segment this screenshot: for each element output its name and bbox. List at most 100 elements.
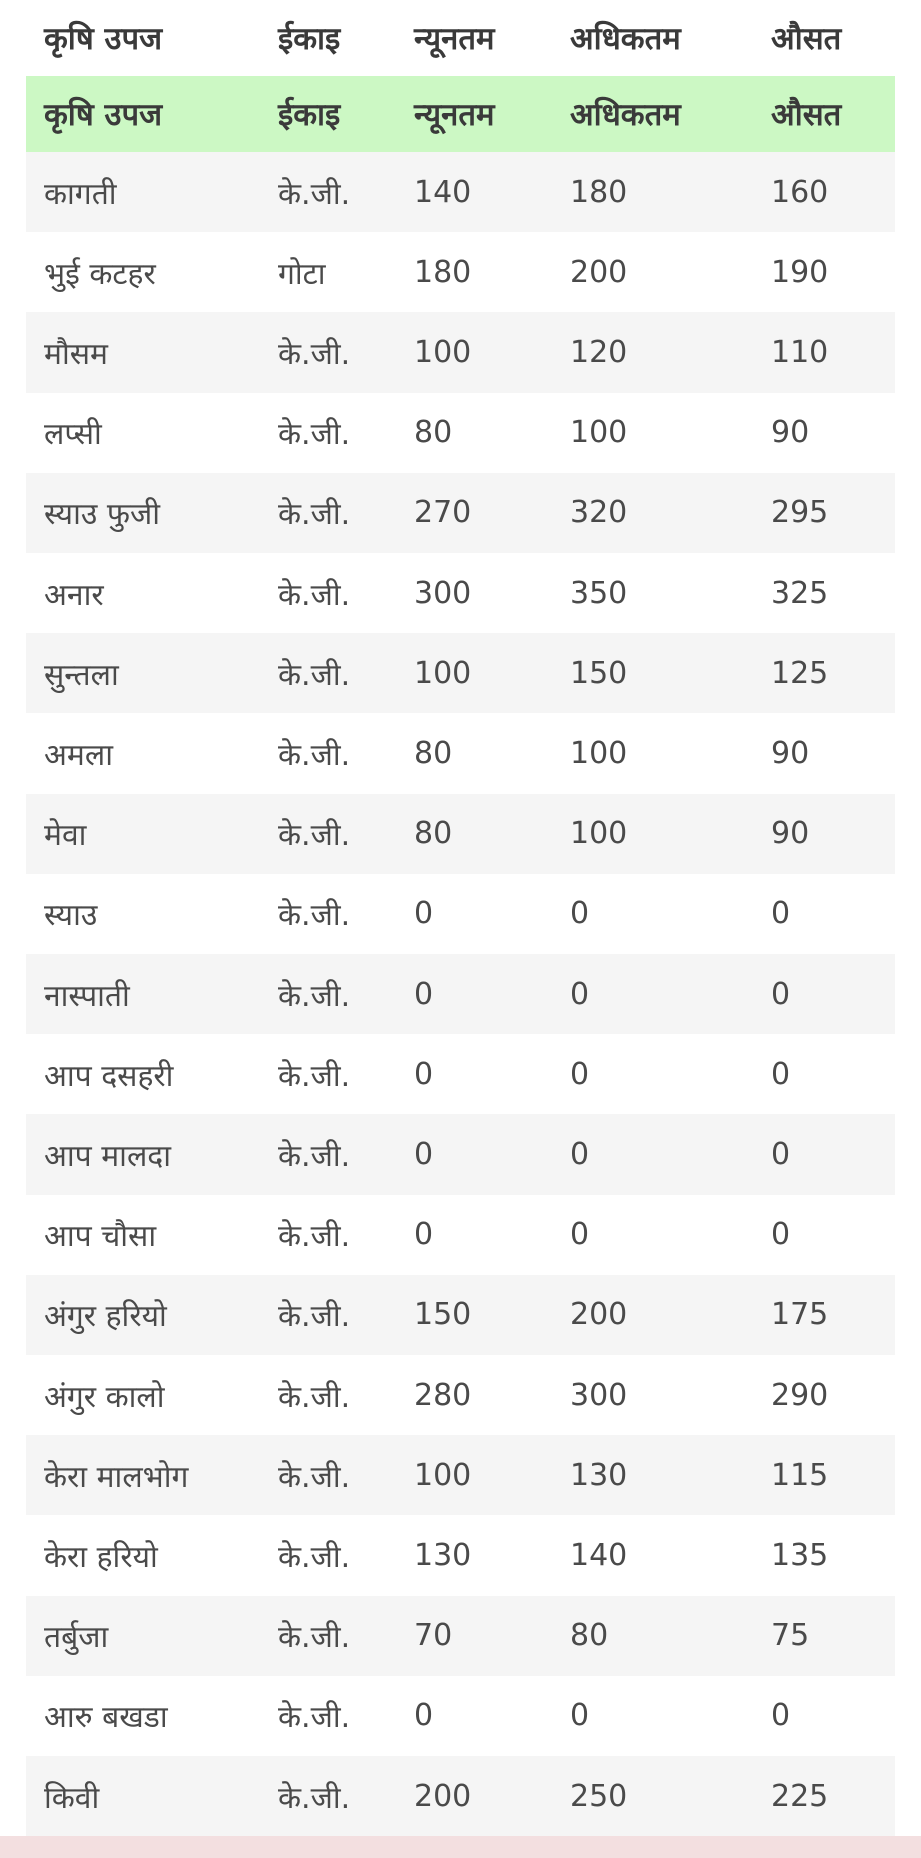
- table-row: स्याउ फुजी के.जी. 270 320 295: [26, 472, 895, 553]
- cell-min: 200: [414, 1778, 472, 1814]
- cell-produce: भुई कटहर: [44, 256, 156, 292]
- table-row: अंगुर कालो के.जी. 280 300 290: [26, 1355, 895, 1435]
- cell-avg: 110: [771, 334, 829, 370]
- cell-unit: के.जी.: [278, 417, 351, 453]
- table-row: अनार के.जी. 300 350 325: [26, 553, 895, 633]
- cell-unit: के.जी.: [278, 336, 351, 372]
- cell-avg: 125: [771, 655, 829, 691]
- cell-produce: अमला: [44, 737, 113, 773]
- cell-min: 280: [414, 1377, 472, 1413]
- table-row: आप दसहरी के.जी. 0 0 0: [26, 1034, 895, 1114]
- cell-avg: 90: [771, 415, 810, 451]
- cell-unit: के.जी.: [278, 898, 351, 934]
- table-row: भुई कटहर गोटा 180 200 190: [26, 232, 895, 312]
- cell-produce: आप मालदा: [44, 1138, 171, 1174]
- cell-produce: आप चौसा: [44, 1219, 157, 1255]
- table-row: मौसम के.जी. 100 120 110: [26, 312, 895, 393]
- cell-unit: के.जी.: [278, 1620, 351, 1656]
- sticky-table-header: कृषि उपज ईकाइ न्यूनतम अधिकतम औसत: [26, 0, 895, 76]
- cell-unit: के.जी.: [278, 1539, 351, 1575]
- cell-produce: अंगुर कालो: [44, 1379, 165, 1415]
- cell-unit: के.जी.: [278, 497, 351, 533]
- cell-min: 130: [414, 1537, 472, 1573]
- cell-min: 150: [414, 1297, 472, 1333]
- cell-unit: के.जी.: [278, 1459, 351, 1495]
- cell-avg: 290: [771, 1377, 829, 1413]
- cell-avg: 295: [771, 495, 829, 531]
- header-max: अधिकतम: [570, 97, 681, 133]
- cell-avg: 75: [771, 1618, 810, 1654]
- cell-max: 100: [570, 735, 628, 771]
- cell-min: 0: [414, 1698, 434, 1734]
- cell-unit: गोटा: [278, 256, 326, 292]
- cell-max: 300: [570, 1377, 628, 1413]
- bottom-bar: [0, 1836, 921, 1858]
- cell-max: 250: [570, 1778, 628, 1814]
- table-row: आप चौसा के.जी. 0 0 0: [26, 1195, 895, 1275]
- table-row: केरा मालभोग के.जी. 100 130 115: [26, 1435, 895, 1516]
- cell-min: 300: [414, 575, 472, 611]
- cell-avg: 225: [771, 1778, 829, 1814]
- table-row: केरा हरियो के.जी. 130 140 135: [26, 1515, 895, 1595]
- cell-produce: किवी: [44, 1780, 100, 1816]
- cell-unit: के.जी.: [278, 1700, 351, 1736]
- cell-min: 0: [414, 1217, 434, 1253]
- cell-max: 0: [570, 1056, 590, 1092]
- cell-max: 100: [570, 415, 628, 451]
- table-row: मेवा के.जी. 80 100 90: [26, 793, 895, 874]
- cell-max: 350: [570, 575, 628, 611]
- cell-avg: 325: [771, 575, 829, 611]
- cell-produce: आरु बखडा: [44, 1700, 168, 1736]
- cell-min: 0: [414, 1136, 434, 1172]
- cell-min: 0: [414, 1056, 434, 1092]
- cell-max: 100: [570, 816, 628, 852]
- cell-avg: 0: [771, 1698, 791, 1734]
- cell-min: 0: [414, 976, 434, 1012]
- cell-avg: 0: [771, 1136, 791, 1172]
- cell-min: 140: [414, 174, 472, 210]
- table-header: कृषि उपज ईकाइ न्यूनतम अधिकतम औसत: [26, 76, 895, 152]
- header-avg: औसत: [771, 21, 842, 57]
- cell-avg: 135: [771, 1537, 829, 1573]
- cell-max: 130: [570, 1457, 628, 1493]
- table-row: आरु बखडा के.जी. 0 0 0: [26, 1676, 895, 1756]
- table-row: तर्बुजा के.जी. 70 80 75: [26, 1595, 895, 1676]
- cell-avg: 175: [771, 1297, 829, 1333]
- cell-min: 100: [414, 334, 472, 370]
- cell-unit: के.जी.: [278, 1780, 351, 1816]
- cell-unit: के.जी.: [278, 1058, 351, 1094]
- table-row: अंगुर हरियो के.जी. 150 200 175: [26, 1274, 895, 1355]
- cell-produce: केरा मालभोग: [44, 1459, 189, 1495]
- header-produce: कृषि उपज: [44, 97, 163, 133]
- cell-produce: कागती: [44, 176, 117, 212]
- cell-avg: 90: [771, 735, 810, 771]
- cell-unit: के.जी.: [278, 818, 351, 854]
- table-row: आप मालदा के.जी. 0 0 0: [26, 1114, 895, 1195]
- table-row: सुन्तला के.जी. 100 150 125: [26, 633, 895, 714]
- cell-avg: 0: [771, 976, 791, 1012]
- cell-produce: स्याउ फुजी: [44, 497, 160, 533]
- cell-max: 150: [570, 655, 628, 691]
- header-unit: ईकाइ: [278, 21, 341, 57]
- cell-produce: अनार: [44, 577, 104, 613]
- cell-produce: तर्बुजा: [44, 1620, 109, 1656]
- cell-min: 80: [414, 735, 453, 771]
- cell-unit: के.जी.: [278, 978, 351, 1014]
- cell-unit: के.जी.: [278, 1299, 351, 1335]
- table-row: कागती के.जी. 140 180 160: [26, 152, 895, 233]
- cell-avg: 0: [771, 1056, 791, 1092]
- header-min: न्यूनतम: [414, 21, 495, 57]
- cell-produce: नास्पाती: [44, 978, 130, 1014]
- cell-unit: के.जी.: [278, 657, 351, 693]
- cell-min: 80: [414, 816, 453, 852]
- cell-unit: के.जी.: [278, 577, 351, 613]
- cell-unit: के.जी.: [278, 1379, 351, 1415]
- cell-produce: केरा हरियो: [44, 1539, 158, 1575]
- cell-max: 80: [570, 1618, 609, 1654]
- cell-avg: 90: [771, 816, 810, 852]
- cell-produce: मौसम: [44, 336, 108, 372]
- cell-produce: अंगुर हरियो: [44, 1299, 167, 1335]
- cell-max: 0: [570, 1698, 590, 1734]
- cell-max: 120: [570, 334, 628, 370]
- header-unit: ईकाइ: [278, 97, 341, 133]
